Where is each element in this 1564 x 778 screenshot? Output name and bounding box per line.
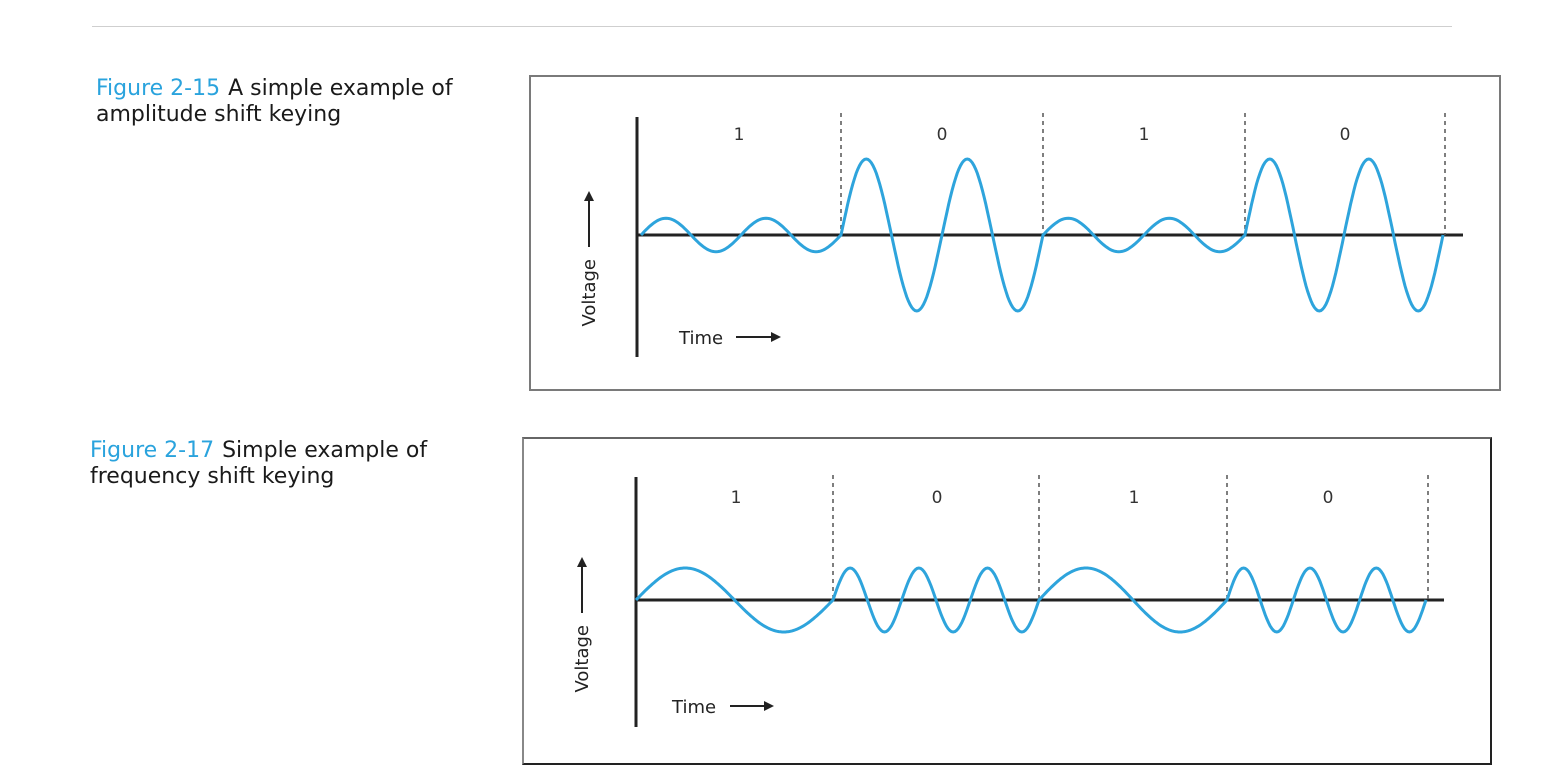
- bit-label: 0: [1340, 125, 1351, 145]
- bit-label: 1: [1139, 125, 1150, 145]
- figure-caption-text: Simple example of frequency shift keying: [90, 438, 428, 489]
- ask-diagram-panel: 1 0 1 0 Voltage Time: [529, 75, 1501, 391]
- time-label: Time: [678, 328, 723, 349]
- bit-label: 0: [932, 488, 943, 508]
- fsk-diagram: 1 0 1 0 Voltage Time: [572, 475, 1444, 727]
- fsk-waveform: [634, 566, 1428, 634]
- fsk-diagram-panel: 1 0 1 0 Voltage Time: [522, 437, 1492, 765]
- bit-label: 0: [1323, 488, 1334, 508]
- voltage-arrowhead-icon: [577, 557, 587, 567]
- voltage-axis-label: Voltage: [579, 191, 600, 327]
- voltage-arrowhead-icon: [584, 191, 594, 201]
- voltage-axis-label: Voltage: [572, 557, 593, 693]
- ask-waveform: [639, 157, 1445, 313]
- figure-caption-ask: Figure 2-15 A simple example of amplitude…: [96, 76, 496, 128]
- time-arrowhead-icon: [771, 332, 781, 342]
- figure-caption-fsk: Figure 2-17 Simple example of frequency s…: [90, 438, 490, 490]
- divider-lines: [832, 475, 1429, 600]
- figure-number: Figure 2-15: [96, 76, 221, 101]
- page-top-rule: [92, 26, 1452, 27]
- figure-number: Figure 2-17: [90, 438, 215, 463]
- voltage-label: Voltage: [572, 625, 593, 693]
- time-label: Time: [671, 697, 716, 718]
- bit-label: 1: [1129, 488, 1140, 508]
- bit-label: 0: [937, 125, 948, 145]
- ask-diagram: 1 0 1 0 Voltage Time: [579, 113, 1463, 357]
- bit-label: 1: [734, 125, 745, 145]
- voltage-label: Voltage: [579, 259, 600, 327]
- bit-label: 1: [731, 488, 742, 508]
- figure-caption-text: A simple example of amplitude shift keyi…: [96, 76, 453, 127]
- time-arrowhead-icon: [764, 701, 774, 711]
